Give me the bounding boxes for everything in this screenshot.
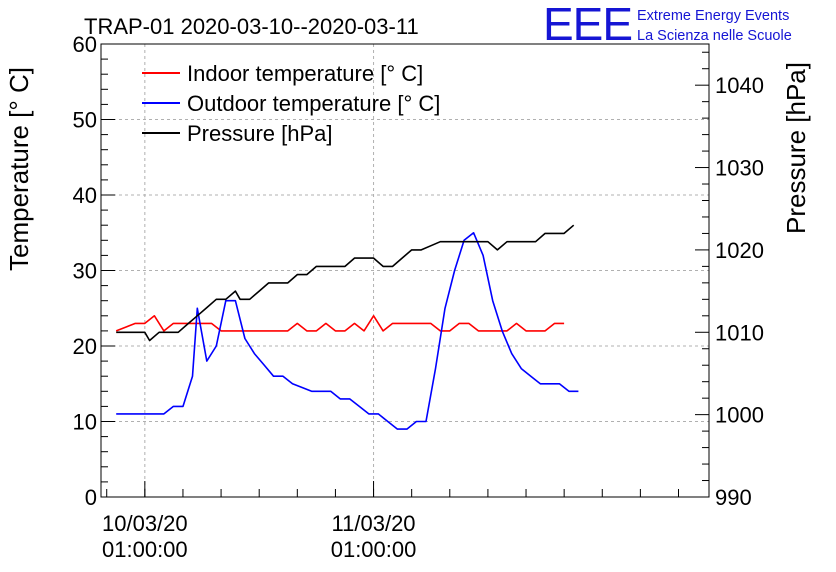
x-tick-label-date: 10/03/20 [102,511,188,536]
grid [101,44,709,497]
logo-line-1: Extreme Energy Events [637,8,789,24]
y-tick-label: 60 [73,32,97,57]
legend-label-1: Outdoor temperature [° C] [187,91,440,116]
y-tick-label: 0 [85,485,97,510]
y-tick-label: 20 [73,334,97,359]
series-line-1 [116,232,579,430]
legend-label-0: Indoor temperature [° C] [187,61,423,86]
x-tick-label-time: 01:00:00 [331,537,417,562]
y2-tick-label: 1010 [715,320,764,345]
series-layer [115,224,579,430]
y-axis-label: Temperature [° C] [4,67,34,271]
chart-title: TRAP-01 2020-03-10--2020-03-11 [84,14,419,39]
logo-line-2: La Scienza nelle Scuole [637,28,792,44]
axes: 01020304050609901000101010201030104010/0… [73,32,764,562]
y2-tick-label: 1040 [715,73,764,98]
y-tick-label: 10 [73,410,97,435]
y2-tick-label: 1020 [715,238,764,263]
series-line-2 [116,224,575,342]
series-line-0 [115,314,565,332]
legend-label-2: Pressure [hPa] [187,121,333,146]
x-tick-label-date: 11/03/20 [332,511,416,536]
y2-tick-label: 1000 [715,403,764,428]
y-tick-label: 40 [73,183,97,208]
y-tick-label: 50 [73,108,97,133]
y2-tick-label: 1030 [715,156,764,181]
y-tick-label: 30 [73,259,97,284]
x-tick-label-time: 01:00:00 [102,537,188,562]
legend: Indoor temperature [° C] Outdoor temperat… [142,61,440,146]
y2-axis-label: Pressure [hPa] [781,62,811,234]
y2-tick-label: 990 [715,485,752,510]
logo-mark: EEE [543,0,632,50]
